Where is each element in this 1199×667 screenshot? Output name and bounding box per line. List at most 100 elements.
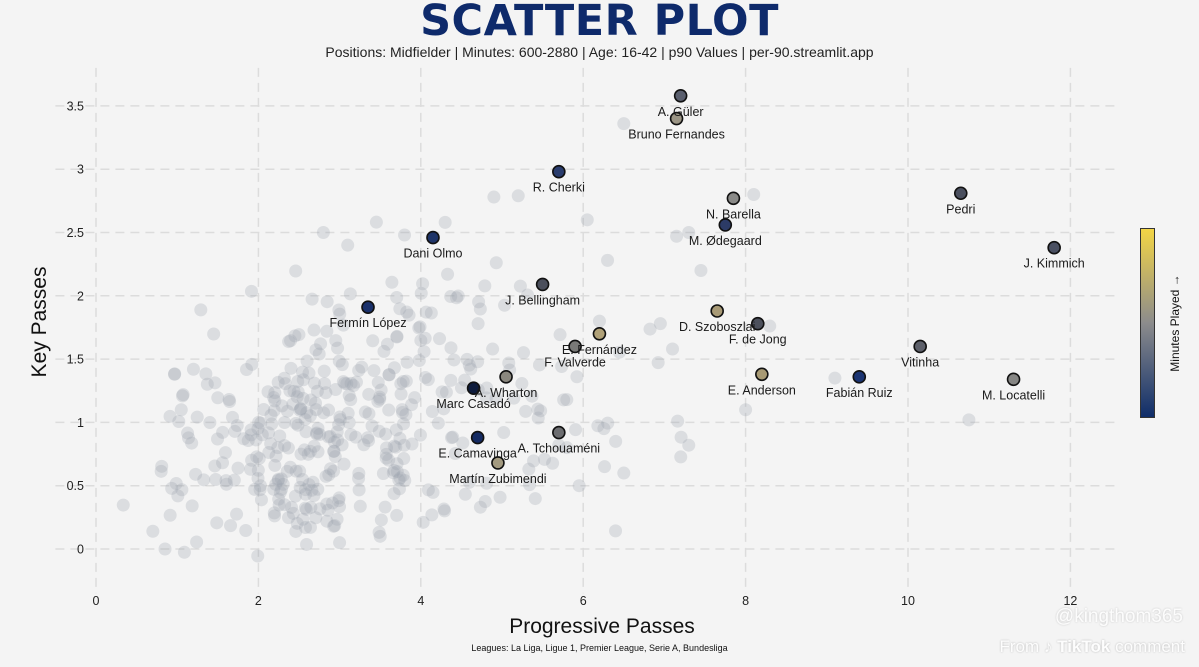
background-point	[230, 507, 244, 521]
background-point	[342, 416, 356, 430]
background-point	[211, 432, 225, 446]
background-point	[464, 362, 478, 376]
background-point	[252, 451, 266, 465]
background-point	[387, 463, 401, 477]
highlighted-point[interactable]	[750, 316, 765, 331]
highlighted-point[interactable]	[726, 191, 741, 206]
background-point	[176, 388, 190, 402]
background-point	[289, 416, 303, 430]
background-point	[522, 462, 536, 476]
background-point	[412, 353, 426, 367]
highlighted-point[interactable]	[1047, 240, 1061, 255]
background-point	[185, 436, 199, 450]
watermark-from-prefix: From	[999, 637, 1040, 656]
highlighted-point[interactable]	[592, 326, 607, 341]
highlighted-point[interactable]	[466, 381, 481, 396]
background-point	[314, 337, 328, 351]
background-point	[390, 329, 404, 343]
background-point	[387, 439, 401, 453]
background-point	[399, 408, 413, 422]
background-point	[303, 409, 317, 423]
background-point	[327, 444, 341, 458]
highlighted-point[interactable]	[552, 425, 566, 440]
background-point	[303, 444, 317, 458]
highlighted-point[interactable]	[499, 370, 513, 384]
background-point	[272, 492, 286, 506]
background-point	[439, 385, 453, 399]
background-point	[763, 319, 777, 333]
x-tick-label: 12	[1063, 594, 1077, 608]
background-point	[346, 379, 360, 393]
highlighted-point[interactable]	[426, 230, 440, 245]
background-point	[309, 343, 323, 357]
highlighted-point[interactable]	[361, 300, 375, 314]
background-point	[569, 423, 583, 437]
highlighted-point[interactable]	[852, 370, 867, 384]
background-point	[271, 441, 285, 455]
highlighted-point[interactable]	[568, 339, 582, 354]
background-point	[389, 440, 403, 454]
background-point	[601, 253, 615, 267]
background-point	[283, 460, 297, 474]
background-point	[304, 500, 318, 514]
point-label: E. Fernández	[562, 343, 637, 357]
background-point	[344, 376, 358, 390]
highlighted-point[interactable]	[535, 277, 550, 292]
background-point	[250, 450, 264, 464]
background-point	[362, 433, 376, 447]
y-tick-label: 2	[77, 289, 84, 303]
background-point	[546, 456, 560, 470]
background-point	[382, 368, 396, 382]
background-point	[261, 385, 275, 399]
background-point	[617, 117, 631, 131]
background-point	[278, 498, 292, 512]
background-point	[293, 480, 307, 494]
background-point	[289, 524, 303, 538]
background-point	[438, 215, 452, 229]
background-point	[175, 483, 189, 497]
background-point	[251, 463, 265, 477]
background-point	[362, 407, 376, 421]
background-point	[352, 364, 366, 378]
highlighted-point[interactable]	[755, 367, 769, 382]
highlighted-point[interactable]	[470, 430, 485, 445]
background-point	[288, 329, 302, 343]
highlighted-point[interactable]	[913, 339, 927, 354]
background-point	[253, 483, 267, 497]
background-point	[222, 392, 236, 406]
background-point	[332, 303, 346, 317]
background-point	[322, 403, 336, 417]
highlighted-point[interactable]	[718, 218, 733, 232]
background-point	[454, 381, 468, 395]
x-tick-label: 4	[417, 594, 424, 608]
point-label: D. Szoboszlai	[679, 320, 755, 334]
background-point	[310, 426, 324, 440]
point-label: Bruno Fernandes	[628, 128, 725, 142]
background-point	[376, 467, 390, 481]
highlighted-point[interactable]	[1006, 372, 1021, 387]
background-point	[352, 471, 366, 485]
background-point	[244, 428, 258, 442]
background-point	[336, 318, 350, 332]
highlighted-point[interactable]	[552, 164, 566, 179]
background-point	[194, 303, 208, 317]
background-point	[296, 365, 310, 379]
background-point	[489, 256, 503, 270]
colorbar-label: Minutes Played →	[1168, 274, 1182, 372]
highlighted-point[interactable]	[953, 186, 968, 201]
background-point	[190, 410, 204, 424]
background-point	[396, 405, 410, 419]
background-point	[400, 355, 414, 369]
background-point	[344, 428, 358, 442]
highlighted-point[interactable]	[669, 111, 684, 126]
background-point	[317, 364, 331, 378]
background-point	[480, 381, 494, 395]
highlighted-point[interactable]	[710, 304, 724, 318]
highlighted-point[interactable]	[491, 456, 505, 470]
background-point	[390, 465, 404, 479]
x-tick-label: 8	[742, 594, 749, 608]
background-point	[421, 373, 435, 387]
highlighted-point[interactable]	[673, 88, 688, 103]
y-tick-label: 3	[77, 163, 84, 177]
background-point	[421, 483, 435, 497]
